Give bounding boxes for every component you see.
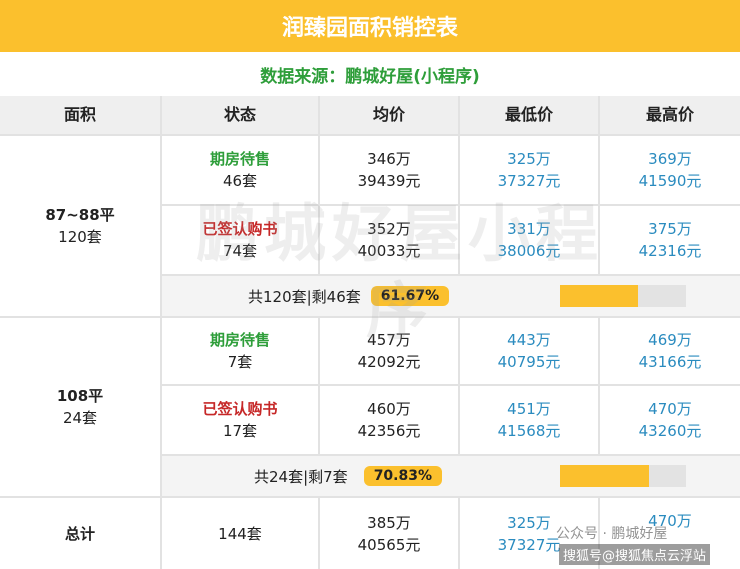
data-source: 数据来源：鹏城好屋(小程序) [0, 52, 740, 96]
table-title: 润臻园面积销控表 [0, 0, 740, 52]
max-unit: 42316元 [638, 242, 702, 260]
min-unit: 38006元 [497, 242, 561, 260]
avg-total: 352万 [367, 220, 411, 238]
min-total: 451万 [507, 400, 551, 418]
min-cell: 331万 38006元 [460, 206, 598, 274]
total-avg-cell: 385万 40565元 [320, 498, 458, 569]
max-total: 369万 [648, 150, 692, 168]
min-unit: 41568元 [497, 422, 561, 440]
summary-row: 共24套|剩7套 70.83% [162, 456, 740, 496]
header-min: 最低价 [460, 96, 598, 134]
header-area: 面积 [0, 96, 160, 134]
max-unit: 43166元 [638, 353, 702, 371]
avg-unit: 39439元 [357, 172, 421, 190]
account-watermark: 公众号 · 鹏城好屋 [556, 526, 668, 542]
total-min-cell: 325万 37327元 [460, 498, 598, 569]
min-cell: 451万 41568元 [460, 386, 598, 454]
area-label: 108平 [56, 387, 104, 405]
max-total: 375万 [648, 220, 692, 238]
avg-cell: 457万 42092元 [320, 318, 458, 384]
avg-unit: 40033元 [357, 242, 421, 260]
total-count-cell: 144套 [162, 498, 318, 569]
header-status: 状态 [162, 96, 318, 134]
area-cell: 87~88平 120套 [0, 136, 160, 316]
total-label-cell: 总计 [0, 498, 160, 569]
status-cell: 期房待售 46套 [162, 136, 318, 204]
site-watermark: 搜狐号@搜狐焦点云浮站 [559, 544, 711, 565]
avg-total: 460万 [367, 400, 411, 418]
min-total: 325万 [507, 150, 551, 168]
summary-percent: 70.83% [363, 466, 442, 486]
max-total: 470万 [648, 512, 692, 530]
avg-cell: 460万 42356元 [320, 386, 458, 454]
min-cell: 325万 37327元 [460, 136, 598, 204]
max-cell: 470万 43260元 [600, 386, 740, 454]
status-cell: 已签认购书 74套 [162, 206, 318, 274]
max-cell: 469万 43166元 [600, 318, 740, 384]
max-unit: 43260元 [638, 422, 702, 440]
avg-total: 346万 [367, 150, 411, 168]
summary-percent: 61.67% [370, 286, 450, 306]
progress-bar [560, 465, 686, 487]
status-count: 46套 [222, 172, 258, 190]
area-cell: 108平 24套 [0, 318, 160, 496]
total-count: 144套 [218, 524, 262, 543]
min-unit: 37327元 [497, 535, 561, 554]
avg-unit: 40565元 [357, 535, 421, 554]
summary-text: 共120套|剩46套 [248, 287, 361, 306]
area-units: 24套 [62, 409, 98, 427]
avg-unit: 42092元 [357, 353, 421, 371]
max-cell: 369万 41590元 [600, 136, 740, 204]
sales-table: 面积 状态 均价 最低价 最高价 87~88平 120套 期房待售 46套 34… [0, 96, 740, 569]
avg-unit: 42356元 [357, 422, 421, 440]
min-cell: 443万 40795元 [460, 318, 598, 384]
max-unit: 41590元 [638, 172, 702, 190]
summary-row: 共120套|剩46套 61.67% [162, 276, 740, 316]
min-total: 325万 [507, 513, 551, 532]
avg-cell: 352万 40033元 [320, 206, 458, 274]
min-total: 443万 [507, 331, 551, 349]
max-total: 469万 [648, 331, 692, 349]
header-avg: 均价 [320, 96, 458, 134]
area-units: 120套 [58, 228, 102, 246]
min-total: 331万 [507, 220, 551, 238]
progress-fill [560, 465, 650, 487]
avg-cell: 346万 39439元 [320, 136, 458, 204]
max-total: 470万 [648, 400, 692, 418]
summary-text: 共24套|剩7套 [254, 467, 348, 486]
status-cell: 期房待售 7套 [162, 318, 318, 384]
min-unit: 37327元 [497, 172, 561, 190]
total-label: 总计 [64, 524, 95, 543]
status-label: 已签认购书 [202, 400, 278, 418]
progress-fill [560, 285, 638, 307]
avg-total: 385万 [367, 513, 411, 532]
progress-bar [560, 285, 686, 307]
min-unit: 40795元 [497, 353, 561, 371]
status-label: 期房待售 [209, 150, 270, 168]
status-label: 期房待售 [209, 331, 270, 349]
area-label: 87~88平 [45, 206, 115, 224]
status-count: 17套 [222, 422, 258, 440]
status-count: 7套 [227, 353, 253, 371]
max-cell: 375万 42316元 [600, 206, 740, 274]
header-max: 最高价 [600, 96, 740, 134]
status-cell: 已签认购书 17套 [162, 386, 318, 454]
status-label: 已签认购书 [202, 220, 278, 238]
avg-total: 457万 [367, 331, 411, 349]
status-count: 74套 [222, 242, 258, 260]
